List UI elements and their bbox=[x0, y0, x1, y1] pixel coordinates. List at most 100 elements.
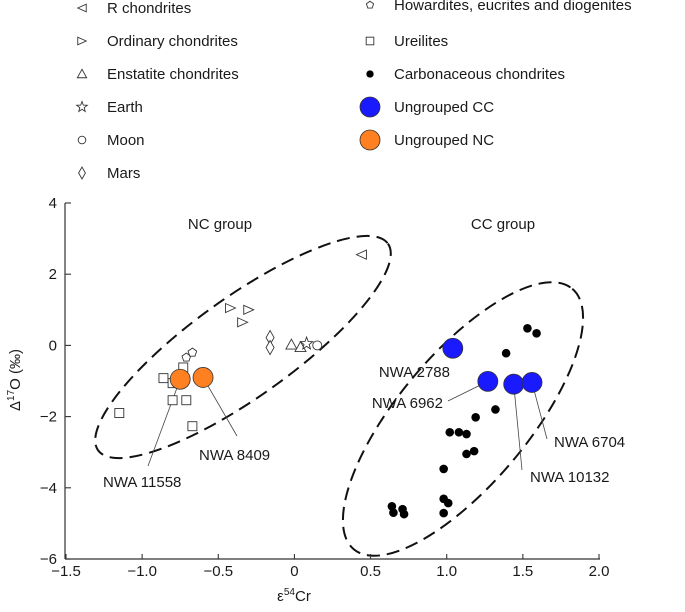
point-carbonaceous-chondrites bbox=[462, 429, 471, 439]
legend-item-earth: Earth bbox=[75, 99, 143, 116]
legend-label: Enstatite chondrites bbox=[107, 66, 239, 83]
y-tick-label: 0 bbox=[49, 337, 57, 354]
point-earth bbox=[299, 335, 315, 350]
series-ungrouped-cc bbox=[442, 337, 543, 395]
legend-label: Howardites, eucrites and diogenites bbox=[394, 0, 632, 14]
point-carbonaceous-chondrites bbox=[439, 508, 448, 518]
x-tick-label: −0.5 bbox=[203, 563, 233, 580]
point-ungrouped-cc bbox=[521, 372, 543, 393]
x-tick-label: 1.5 bbox=[512, 563, 533, 580]
square-icon bbox=[365, 36, 375, 46]
point-carbonaceous-chondrites bbox=[471, 413, 480, 422]
point-enstatite-chondrites bbox=[285, 338, 298, 350]
point-ureilites bbox=[187, 421, 198, 432]
triangle-right-icon bbox=[77, 36, 88, 46]
point-ungrouped-nc bbox=[192, 367, 214, 388]
annotations: NC group CC group NWA 2788 NWA 6962 NWA … bbox=[103, 216, 625, 491]
legend-item-howardites-eucrites-and-diogenites: Howardites, eucrites and diogenites bbox=[365, 0, 632, 14]
x-tick-label: 1.0 bbox=[436, 563, 457, 580]
legend-item-mars: Mars bbox=[78, 165, 140, 182]
ticks: −1.5 −1.0 −0.5 0 0.5 1.0 1.5 2.0 4 2 0 −2 −4 −6 bbox=[40, 195, 610, 580]
point-ordinary-chondrites bbox=[237, 317, 249, 328]
triangle-up-icon bbox=[76, 68, 88, 79]
x-tick-label: 2.0 bbox=[589, 563, 610, 580]
series-earth bbox=[299, 335, 315, 350]
y-axis-title: Δ17O (‰) bbox=[6, 349, 24, 411]
big-circle-icon bbox=[359, 129, 381, 151]
leader-nwa-11558 bbox=[147, 379, 181, 467]
y-tick-label: −4 bbox=[40, 480, 57, 497]
group-ellipses bbox=[94, 234, 585, 557]
point-ureilites bbox=[158, 373, 169, 384]
series-mars bbox=[265, 329, 275, 356]
dot-icon bbox=[366, 70, 374, 78]
point-carbonaceous-chondrites bbox=[523, 324, 532, 333]
point-ungrouped-nc bbox=[169, 368, 191, 390]
star-icon bbox=[75, 100, 89, 113]
annotation-nwa-6704: NWA 6704 bbox=[554, 434, 625, 451]
legend-label: Ordinary chondrites bbox=[107, 33, 238, 50]
y-tick-label: 2 bbox=[49, 266, 57, 283]
point-ureilites bbox=[114, 408, 125, 418]
point-ungrouped-cc bbox=[477, 370, 499, 392]
point-carbonaceous-chondrites bbox=[389, 508, 398, 518]
point-moon bbox=[312, 340, 323, 351]
series-carbonaceous-chondrites bbox=[387, 324, 541, 519]
point-carbonaceous-chondrites bbox=[443, 498, 453, 508]
annotation-nwa-8409: NWA 8409 bbox=[199, 447, 270, 464]
point-carbonaceous-chondrites bbox=[399, 509, 409, 519]
point-carbonaceous-chondrites bbox=[439, 464, 448, 474]
x-tick-label: 0.5 bbox=[360, 563, 381, 580]
point-carbonaceous-chondrites bbox=[387, 502, 397, 511]
y-tick-label: 4 bbox=[49, 195, 57, 212]
legend-label: Carbonaceous chondrites bbox=[394, 66, 565, 83]
x-tick-label: −1.0 bbox=[127, 563, 157, 580]
legend-label: R chondrites bbox=[107, 0, 191, 17]
legend-label: Earth bbox=[107, 99, 143, 116]
triangle-left-icon bbox=[76, 3, 87, 13]
leader-nwa-10132 bbox=[513, 384, 523, 471]
series-ungrouped-nc bbox=[169, 367, 214, 390]
legend-item-ungrouped-cc: Ungrouped CC bbox=[359, 96, 494, 118]
legend-item-ordinary-chondrites: Ordinary chondrites bbox=[77, 33, 238, 50]
point-carbonaceous-chondrites bbox=[454, 427, 464, 437]
series-moon bbox=[312, 340, 323, 351]
legend: R chondrites Ordinary chondrites Enstatite… bbox=[75, 0, 632, 182]
annotation-nwa-11558: NWA 11558 bbox=[103, 474, 181, 491]
series-howardites-eucrites-and-diogenites bbox=[181, 347, 198, 362]
series-r-chondrites bbox=[355, 249, 367, 260]
y-tick-label: −6 bbox=[40, 551, 57, 568]
x-axis-title: ε54Cr bbox=[277, 587, 311, 605]
legend-label: Ungrouped NC bbox=[394, 132, 494, 149]
legend-label: Ungrouped CC bbox=[394, 99, 494, 116]
ellipse-cc-group bbox=[341, 281, 585, 557]
annotation-nwa-10132: NWA 10132 bbox=[530, 469, 610, 486]
data-points bbox=[114, 249, 543, 519]
legend-item-r-chondrites: R chondrites bbox=[76, 0, 191, 17]
point-carbonaceous-chondrites bbox=[462, 449, 471, 459]
pentagon-icon bbox=[365, 0, 375, 9]
leader-nwa-8409 bbox=[202, 377, 238, 437]
diamond-icon bbox=[78, 166, 86, 180]
annotation-nwa-2788: NWA 2788 bbox=[379, 364, 450, 381]
point-carbonaceous-chondrites bbox=[501, 348, 511, 358]
point-ureilites bbox=[167, 395, 178, 406]
ellipse-nc-group bbox=[94, 234, 392, 460]
annotation-nwa-6962: NWA 6962 bbox=[372, 395, 443, 412]
annotation-cc-group: CC group bbox=[471, 216, 535, 233]
legend-label: Mars bbox=[107, 165, 140, 182]
circle-open-icon bbox=[77, 135, 87, 145]
legend-item-carbonaceous-chondrites: Carbonaceous chondrites bbox=[366, 66, 565, 83]
point-r-chondrites bbox=[355, 249, 367, 260]
point-carbonaceous-chondrites bbox=[445, 427, 455, 437]
y-tick-label: −2 bbox=[40, 409, 57, 426]
point-carbonaceous-chondrites bbox=[532, 328, 541, 338]
legend-item-enstatite-chondrites: Enstatite chondrites bbox=[76, 66, 239, 83]
point-howardites-eucrites-and-diogenites bbox=[187, 347, 198, 357]
point-ordinary-chondrites bbox=[225, 302, 237, 314]
x-tick-label: 0 bbox=[290, 563, 298, 580]
point-ungrouped-cc bbox=[442, 337, 464, 359]
point-ureilites bbox=[181, 395, 192, 406]
legend-item-ungrouped-nc: Ungrouped NC bbox=[359, 129, 494, 151]
